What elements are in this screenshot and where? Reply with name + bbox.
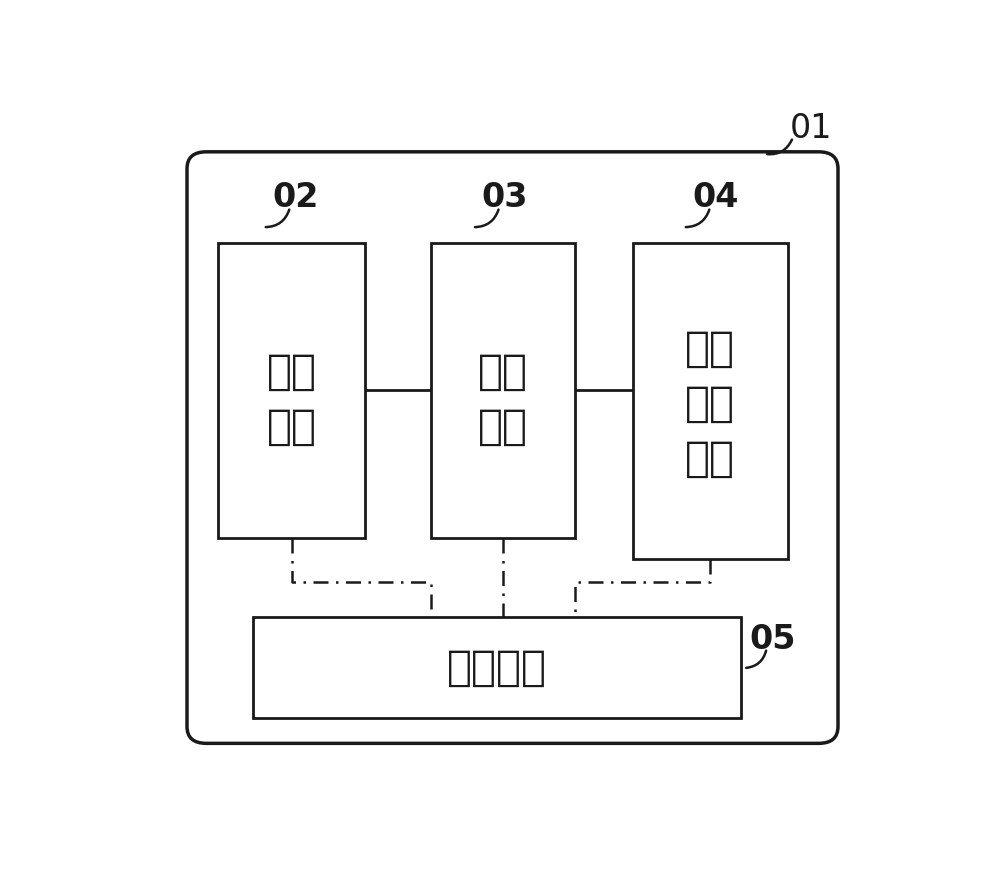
Text: 控制装置: 控制装置 xyxy=(447,646,547,689)
Bar xyxy=(218,243,365,539)
Text: 干燥
装置: 干燥 装置 xyxy=(478,351,528,448)
Text: 03: 03 xyxy=(482,181,528,214)
Bar xyxy=(633,243,788,559)
FancyBboxPatch shape xyxy=(187,152,838,744)
Text: 分离
装置: 分离 装置 xyxy=(267,351,317,448)
Text: 调压
传输
装置: 调压 传输 装置 xyxy=(685,327,735,480)
Text: 02: 02 xyxy=(272,181,319,214)
Text: 04: 04 xyxy=(692,181,739,214)
Bar xyxy=(431,243,574,539)
Text: 01: 01 xyxy=(790,112,832,145)
Bar xyxy=(253,617,741,718)
Text: 05: 05 xyxy=(750,622,796,656)
